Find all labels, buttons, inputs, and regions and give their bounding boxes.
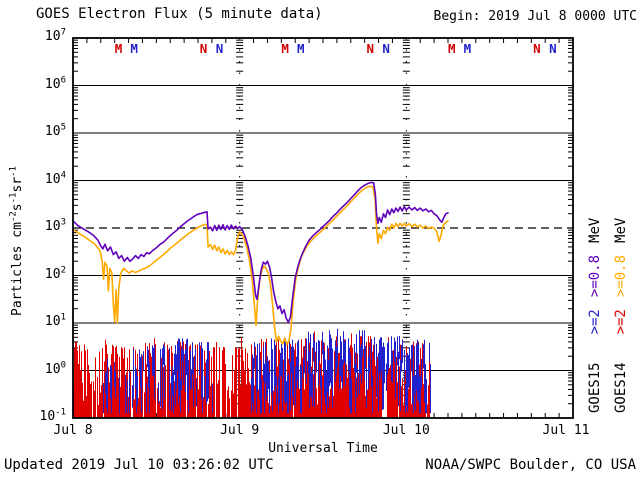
legend-entry-mev: MeV [587,217,603,243]
y-tick-10e4: 104 [44,170,66,187]
x-tick-jul-11: Jul 11 [542,423,590,438]
sat-marker-N: N [533,41,541,56]
sat-marker-M: M [448,41,456,56]
legend-entry-mev: MeV [613,217,629,243]
sat-marker-N: N [549,41,557,56]
chart-title: GOES Electron Flux (5 minute data) [36,6,323,22]
y-tick-10e7: 107 [44,27,66,44]
legend-goes14: GOES14 >=2 >=0.8 MeV [613,151,629,413]
begin-timestamp: Begin: 2019 Jul 8 0000 UTC [433,9,638,24]
legend-entry-0.8: >=0.8 [613,254,629,298]
legend-entry-2: >=2 [587,309,603,335]
y-tick-10e1: 101 [44,312,66,329]
x-tick-jul-8: Jul 8 [53,423,93,438]
updated-timestamp: Updated 2019 Jul 10 03:26:02 UTC [4,457,274,473]
legend-entry-goes15: GOES15 [587,362,603,413]
legend-entry-2: >=2 [613,309,629,335]
x-tick-jul-10: Jul 10 [382,423,430,438]
sat-marker-N: N [382,41,390,56]
y-tick-10e3: 103 [44,217,66,234]
y-tick-10e5: 105 [44,122,66,139]
sat-marker-N: N [200,41,208,56]
data-source-label: NOAA/SWPC Boulder, CO USA [425,457,636,473]
sat-marker-M: M [130,41,138,56]
sat-marker-N: N [216,41,224,56]
x-tick-jul-9: Jul 9 [220,423,260,438]
y-tick-10e-1: 10-1 [39,407,67,424]
sat-marker-N: N [366,41,374,56]
sat-marker-M: M [297,41,305,56]
legend-entry-goes14: GOES14 [613,362,629,413]
legend-goes15: GOES15 >=2 >=0.8 MeV [587,151,603,413]
y-axis-label: Particles cm-2s-1sr-1 [8,166,25,316]
x-axis-label: Universal Time [268,441,378,456]
y-tick-10e0: 100 [44,360,66,377]
y-tick-10e6: 106 [44,75,66,92]
legend-entry-0.8: >=0.8 [587,254,603,298]
sat-marker-M: M [115,41,123,56]
sat-marker-M: M [281,41,289,56]
sat-marker-M: M [464,41,472,56]
y-tick-10e2: 102 [44,265,66,282]
